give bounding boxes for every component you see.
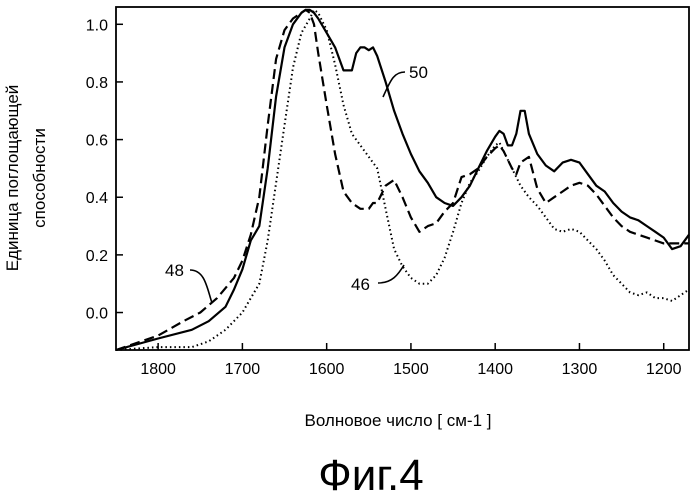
- callout-label-48: 48: [165, 261, 184, 280]
- y-tick-label: 0.2: [86, 248, 108, 265]
- y-axis-title-line-1: Единица поглощающей: [3, 85, 22, 272]
- callout-leader-50: [382, 71, 406, 98]
- series-layer: [115, 8, 690, 352]
- x-tick-label: 1700: [225, 361, 261, 378]
- callout-leader-46: [377, 264, 405, 284]
- x-tick-label: 1600: [309, 361, 345, 378]
- x-tick-label: 1800: [140, 361, 176, 378]
- callout-label-50: 50: [409, 63, 428, 82]
- x-tick-label: 1500: [393, 361, 429, 378]
- x-axis-title: Волновое число [ см-1 ]: [305, 411, 492, 430]
- series-line-48: [115, 8, 689, 352]
- y-tick-label: 1.0: [86, 17, 108, 34]
- y-axis: 0.0 0.2 0.4 0.6 0.8 1.0: [86, 17, 123, 323]
- y-tick-label: 0.8: [86, 75, 108, 92]
- series-line-50: [115, 8, 690, 352]
- x-tick-label: 1200: [646, 361, 682, 378]
- y-tick-label: 0.6: [86, 133, 108, 150]
- y-tick-label: 0.4: [86, 190, 108, 207]
- x-tick-label: 1400: [477, 361, 513, 378]
- plot-frame: [115, 6, 690, 351]
- x-axis: 1800 1700 1600 1500 1400 1300 1200: [140, 343, 682, 378]
- y-axis-title-line-2: способности: [30, 128, 49, 228]
- y-tick-label: 0.0: [86, 306, 108, 323]
- series-line-46: [115, 8, 690, 351]
- x-tick-label: 1300: [562, 361, 598, 378]
- callout-leader-48: [189, 269, 213, 304]
- figure-caption: Фиг.4: [318, 451, 423, 500]
- callout-label-46: 46: [351, 275, 370, 294]
